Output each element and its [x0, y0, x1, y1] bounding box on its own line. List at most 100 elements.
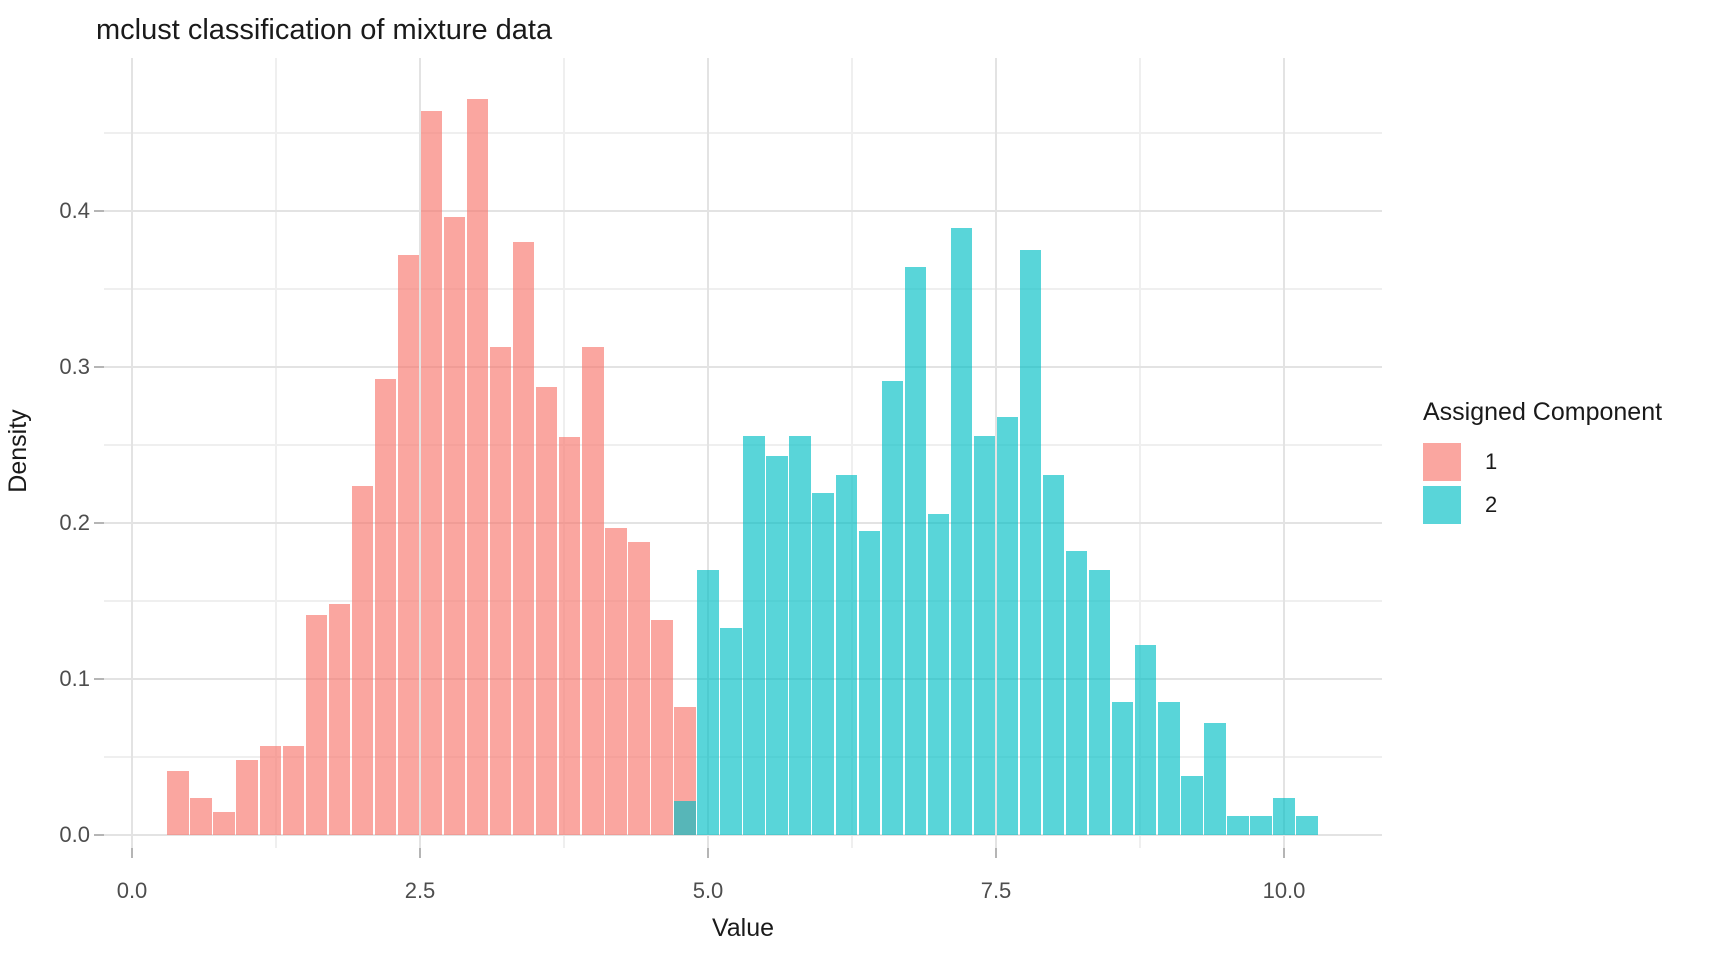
y-axis-tick [94, 210, 104, 212]
y-tick-label: 0.2 [59, 510, 90, 535]
histogram-bar-comp2 [858, 530, 880, 835]
x-major-gridline [419, 58, 421, 848]
histogram-bar-comp1 [351, 485, 374, 835]
y-minor-gridline [104, 288, 1382, 290]
histogram-bar-comp1 [559, 437, 581, 835]
histogram-bar-comp2 [950, 228, 973, 835]
y-tick-label: 0.1 [59, 666, 90, 691]
histogram-bar-comp1 [259, 746, 281, 835]
histogram-bar-comp2 [1135, 644, 1157, 835]
histogram-bar-comp1 [167, 771, 189, 835]
histogram-bar-comp2 [1065, 551, 1088, 835]
x-minor-gridline [275, 58, 277, 848]
histogram-bar-comp1 [236, 760, 258, 835]
histogram-bar-comp1 [190, 797, 212, 835]
histogram-bar-comp1 [651, 619, 673, 835]
histogram-bar-comp2 [743, 435, 765, 835]
histogram-bar-comp1 [536, 387, 558, 835]
y-axis-tick [94, 366, 104, 368]
histogram-bar-comp2 [1112, 702, 1134, 835]
y-minor-gridline [104, 600, 1382, 602]
y-tick-label: 0.4 [59, 198, 90, 223]
y-minor-gridline [104, 756, 1382, 758]
histogram-bar-comp2 [812, 493, 834, 835]
x-major-gridline [995, 58, 997, 848]
histogram-bar-comp2 [1227, 816, 1249, 835]
histogram-bar-comp2 [1019, 250, 1042, 835]
x-tick-label: 10.0 [1262, 878, 1306, 903]
y-major-gridline [104, 678, 1382, 680]
histogram-bar-comp2 [996, 416, 1019, 835]
histogram-bar-comp1 [213, 811, 235, 835]
histogram-bar-comp2 [674, 800, 696, 835]
histogram-bar-comp2 [881, 381, 904, 835]
histogram-bar-comp2 [1088, 569, 1111, 835]
y-minor-gridline [104, 444, 1382, 446]
legend-item-label: 1 [1485, 449, 1498, 474]
x-tick-label: 0.0 [116, 878, 148, 903]
y-axis-tick [94, 834, 104, 836]
histogram-bar-comp2 [720, 627, 742, 835]
x-axis-tick [131, 848, 133, 858]
chart-title: mclust classification of mixture data [96, 14, 553, 46]
y-major-gridline [104, 834, 1382, 836]
legend-item-2: 2 [1423, 486, 1662, 524]
y-major-gridline [104, 210, 1382, 212]
y-axis-tick [94, 522, 104, 524]
histogram-bar-comp1 [305, 615, 328, 835]
histogram-bar-comp2 [927, 513, 950, 835]
histogram-bar-comp1 [443, 217, 466, 835]
histogram-bar-comp2 [904, 267, 927, 835]
x-tick-label: 7.5 [980, 878, 1012, 903]
histogram-bar-comp1 [397, 254, 420, 835]
x-major-gridline [707, 58, 709, 848]
histogram-bar-comp2 [1158, 702, 1180, 835]
y-major-gridline [104, 366, 1382, 368]
histogram-bar-comp2 [835, 474, 857, 835]
legend-item-1: 1 [1423, 443, 1662, 481]
legend-swatch-component-1 [1423, 443, 1461, 481]
legend-title: Assigned Component [1423, 398, 1663, 426]
histogram-bar-comp1 [282, 746, 304, 835]
x-axis-title: Value [711, 914, 775, 942]
histogram-bar-comp2 [1181, 775, 1203, 835]
histogram-bar-comp1 [605, 527, 627, 835]
y-axis-tick [94, 678, 104, 680]
histogram-bar-comp2 [697, 569, 719, 835]
y-axis-title: Density [4, 409, 32, 493]
histogram-bar-comp2 [973, 435, 996, 835]
x-tick-label: 2.5 [404, 878, 436, 903]
histogram-bar-comp2 [1042, 474, 1065, 835]
histogram-bar-comp1 [328, 604, 351, 835]
y-tick-label: 0.3 [59, 354, 90, 379]
x-axis-tick [419, 848, 421, 858]
histogram-bar-comp1 [420, 111, 443, 835]
x-axis-tick [1283, 848, 1285, 858]
y-minor-gridline [104, 132, 1382, 134]
histogram-bar-comp1 [582, 346, 604, 835]
histogram-bar-comp2 [789, 435, 811, 835]
x-minor-gridline [851, 58, 853, 848]
legend-item-label: 2 [1485, 492, 1498, 517]
histogram-bar-comp1 [374, 379, 397, 835]
x-major-gridline [1283, 58, 1285, 848]
y-tick-label: 0.0 [59, 822, 90, 847]
histogram-bar-comp1 [512, 242, 535, 835]
x-axis-tick [995, 848, 997, 858]
histogram-bar-comp1 [466, 98, 489, 835]
x-major-gridline [131, 58, 133, 848]
histogram-bar-comp2 [1273, 797, 1295, 835]
histogram-bar-comp1 [489, 346, 512, 835]
y-major-gridline [104, 522, 1382, 524]
histogram-bar-comp2 [1250, 816, 1272, 835]
histogram-bar-comp2 [766, 455, 788, 835]
x-minor-gridline [1139, 58, 1141, 848]
x-tick-label: 5.0 [692, 878, 724, 903]
legend-swatch-component-2 [1423, 486, 1461, 524]
histogram-bar-comp2 [1204, 722, 1226, 835]
x-axis-tick [707, 848, 709, 858]
histogram-bar-comp2 [1296, 816, 1318, 835]
